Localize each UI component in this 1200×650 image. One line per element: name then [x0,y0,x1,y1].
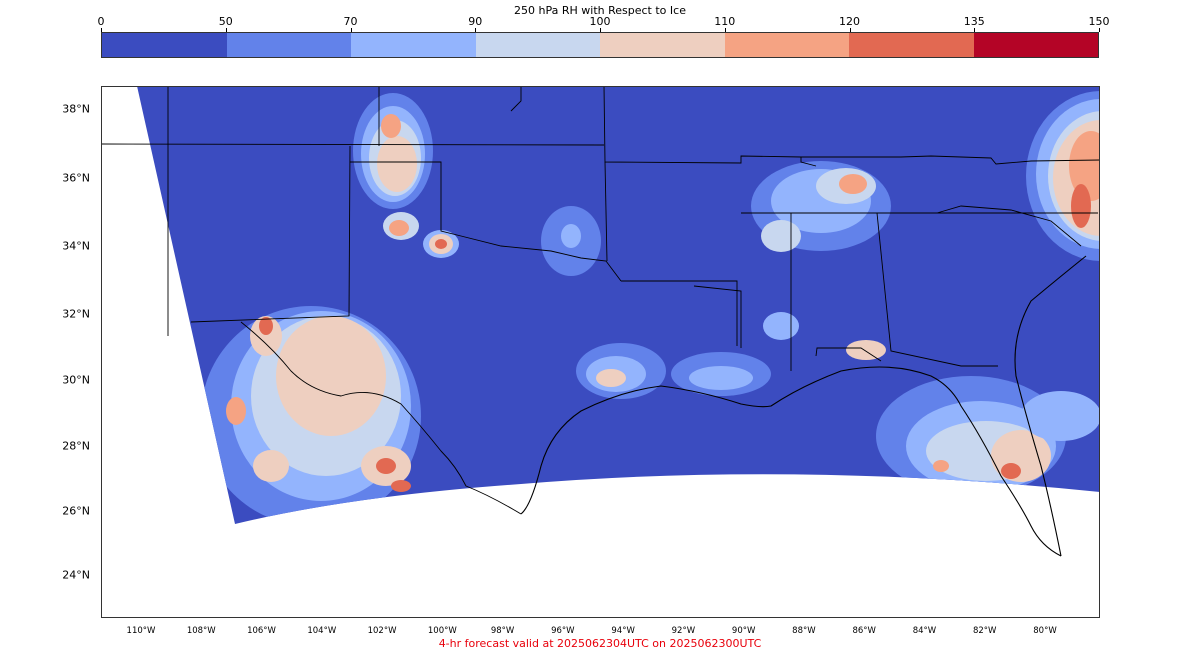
longitude-label: 88°W [792,626,816,636]
colorbar-tick-mark [600,28,601,32]
forecast-footer: 4-hr forecast valid at 2025062304UTC on … [438,637,762,650]
colorbar-segment [351,33,476,57]
latitude-label: 34°N [62,239,90,253]
rh-blob-florida [876,376,1100,496]
colorbar-tick-label: 90 [468,15,483,28]
rh-contours [201,91,1100,524]
colorbar-tick-mark [350,28,352,32]
colorbar-tick-label: 150 [1088,15,1110,28]
rh-blob-panhandle [353,93,459,258]
colorbar-segment [600,33,725,57]
rh-blob-mid-south [751,161,891,360]
latitude-label: 30°N [62,373,90,387]
longitude-label: 86°W [852,626,876,636]
state-borders [101,86,1100,371]
colorbar-tick-mark [724,28,726,32]
rh-blob-gulf-coast [541,206,771,399]
colorbar-tick-label: 110 [714,15,736,28]
colorbar-tick-label: 135 [963,15,985,28]
longitude-label: 80°W [1033,626,1057,636]
colorbar-tick-mark [101,28,102,32]
map-panel [101,86,1100,618]
rh-blob-carolinas [1026,91,1100,261]
colorbar-tick-mark [849,28,851,32]
longitude-label: 94°W [611,626,635,636]
colorbar-tick-mark [225,28,227,32]
latitude-label: 26°N [62,504,90,518]
longitude-label: 102°W [367,626,397,636]
colorbar-tick-mark [1099,28,1100,32]
coastline [520,366,1062,557]
longitude-label: 98°W [490,626,515,636]
latitude-label: 38°N [62,102,90,116]
colorbar-tick-label: 0 [97,15,105,28]
longitude-label: 106°W [247,626,276,636]
longitude-label: 108°W [186,626,216,636]
rio-grande-border [240,321,522,515]
map-frame [101,86,1100,618]
longitude-label: 104°W [307,626,337,636]
colorbar-segment [475,33,600,57]
longitude-label: 100°W [427,626,457,636]
colorbar-tick-label: 70 [343,15,358,28]
colorbar-segment [849,33,974,57]
colorbar-segment [102,33,227,57]
colorbar-tick-label: 120 [839,15,860,28]
colorbar-tick-mark [475,28,477,32]
colorbar-segment [724,33,849,57]
longitude-label: 110°W [126,626,156,636]
longitude-label: 92°W [671,626,696,636]
colorbar-title: 250 hPa RH with Respect to Ice [514,4,686,17]
colorbar-segment [226,33,351,57]
atlantic-coastline [1014,255,1087,557]
longitude-label: 82°W [972,626,997,636]
rh-blob-west-texas [201,306,421,524]
longitude-label: 90°W [731,626,756,636]
latitude-label: 36°N [62,171,90,185]
colorbar-segment [973,33,1098,57]
colorbar-tick-label: 50 [218,15,233,28]
longitude-label: 96°W [551,626,575,636]
colorbar-tick-mark [974,28,976,32]
colorbar-tick-label: 100 [589,15,611,28]
latitude-label: 24°N [62,568,90,582]
latitude-label: 28°N [62,439,90,453]
longitude-label: 84°W [912,626,937,636]
latitude-label: 32°N [62,307,90,321]
colorbar [101,32,1099,58]
